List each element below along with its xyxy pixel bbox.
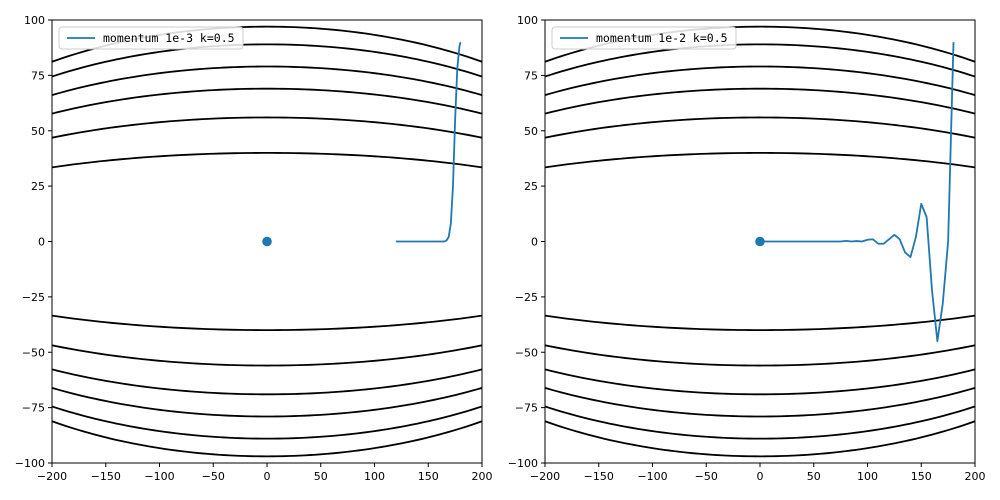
legend-label: momentum 1e-2 k=0.5 <box>596 31 728 45</box>
y-tick-label: −100 <box>508 457 538 470</box>
y-tick-label: −50 <box>22 346 45 359</box>
contour-line-lower-89 <box>52 405 482 440</box>
contour-line-lower-79 <box>52 387 482 418</box>
y-tick-label: 50 <box>31 125 45 138</box>
y-tick-label: −25 <box>22 291 45 304</box>
x-tick-label: 150 <box>911 470 932 483</box>
contour-line-upper-79 <box>545 65 975 96</box>
contour-line-lower-69 <box>545 368 975 396</box>
x-tick-label: 200 <box>472 470 493 483</box>
contour-line-lower-69 <box>52 368 482 396</box>
contour-line-lower-56 <box>545 344 975 367</box>
chart-panel-1: −200 −150 −100 −50 0 50 100 150 200 −100 −75 −50 −25… <box>15 14 493 483</box>
y-tick-label: 100 <box>24 14 45 27</box>
y-tick-label: 25 <box>31 180 45 193</box>
x-tick-label: 100 <box>364 470 385 483</box>
contour-line-upper-69 <box>545 87 975 115</box>
y-tick-label: 75 <box>31 69 45 82</box>
x-tick-label: 150 <box>418 470 439 483</box>
legend-box <box>58 26 244 50</box>
y-tick-label: 50 <box>524 125 538 138</box>
contour-line-lower-40 <box>545 314 975 332</box>
x-tick-label: −100 <box>637 470 667 483</box>
contour-line-upper-40 <box>545 151 975 169</box>
contour-line-upper-69 <box>52 87 482 115</box>
plot-area <box>545 25 975 458</box>
y-tick-label: −50 <box>515 346 538 359</box>
x-tick-label: 0 <box>264 470 271 483</box>
x-tick-label: 50 <box>807 470 821 483</box>
plot-area <box>52 25 482 458</box>
y-tick-label: −75 <box>22 402 45 415</box>
contour-line-lower-56 <box>52 344 482 367</box>
y-tick-label: −25 <box>515 291 538 304</box>
x-tick-label: 50 <box>314 470 328 483</box>
contour-line-upper-89 <box>545 43 975 78</box>
y-tick-label: 25 <box>524 180 538 193</box>
x-tick-label: −150 <box>584 470 614 483</box>
y-tick-label: −100 <box>15 457 45 470</box>
x-tick-label: −50 <box>202 470 225 483</box>
y-tick-label: 75 <box>524 69 538 82</box>
legend: momentum 1e-3 k=0.5 <box>58 26 244 50</box>
contour-line-upper-89 <box>52 43 482 78</box>
contour-line-lower-97 <box>545 420 975 458</box>
optimum-marker <box>262 236 272 247</box>
contour-line-upper-56 <box>545 116 975 139</box>
contour-line-lower-89 <box>545 405 975 440</box>
contour-line-lower-40 <box>52 314 482 332</box>
x-tick-label: −150 <box>91 470 121 483</box>
x-tick-label: −200 <box>530 470 560 483</box>
optimum-marker <box>755 236 765 247</box>
y-tick-label: 100 <box>517 14 538 27</box>
legend: momentum 1e-2 k=0.5 <box>551 26 737 50</box>
x-tick-label: 200 <box>965 470 986 483</box>
chart-panel-2: −200 −150 −100 −50 0 50 100 150 200 −100 −75 −50 −25… <box>508 14 986 483</box>
legend-label: momentum 1e-3 k=0.5 <box>103 31 235 45</box>
series-line-1 <box>760 42 955 343</box>
y-tick-label: −75 <box>515 402 538 415</box>
series-line-1 <box>396 41 462 243</box>
x-tick-label: 0 <box>757 470 764 483</box>
contour-line-lower-79 <box>545 387 975 418</box>
x-tick-label: −100 <box>144 470 174 483</box>
y-tick-label: 0 <box>38 236 45 249</box>
contour-line-upper-56 <box>52 116 482 139</box>
contour-line-upper-40 <box>52 151 482 169</box>
x-tick-label: −200 <box>37 470 67 483</box>
x-tick-label: −50 <box>695 470 718 483</box>
legend-box <box>551 26 737 50</box>
contour-line-upper-79 <box>52 65 482 96</box>
x-tick-label: 100 <box>857 470 878 483</box>
y-tick-label: 0 <box>531 236 538 249</box>
contour-line-lower-97 <box>52 420 482 458</box>
